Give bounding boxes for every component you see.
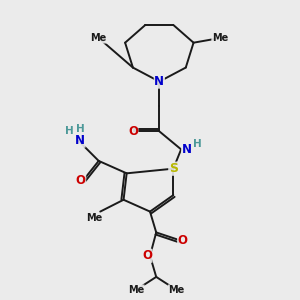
Text: H: H (65, 126, 74, 136)
Text: H: H (76, 124, 84, 134)
Text: N: N (154, 75, 164, 88)
Text: H: H (193, 139, 202, 149)
Text: Me: Me (91, 33, 107, 43)
Text: Me: Me (212, 33, 228, 43)
Text: O: O (142, 249, 152, 262)
Text: O: O (128, 125, 138, 138)
Text: S: S (169, 162, 178, 175)
Text: O: O (178, 234, 188, 247)
Text: N: N (182, 143, 192, 156)
Text: O: O (76, 174, 85, 187)
Text: Me: Me (86, 213, 102, 224)
Text: N: N (75, 134, 85, 147)
Text: Me: Me (168, 285, 184, 295)
Text: Me: Me (128, 285, 144, 295)
